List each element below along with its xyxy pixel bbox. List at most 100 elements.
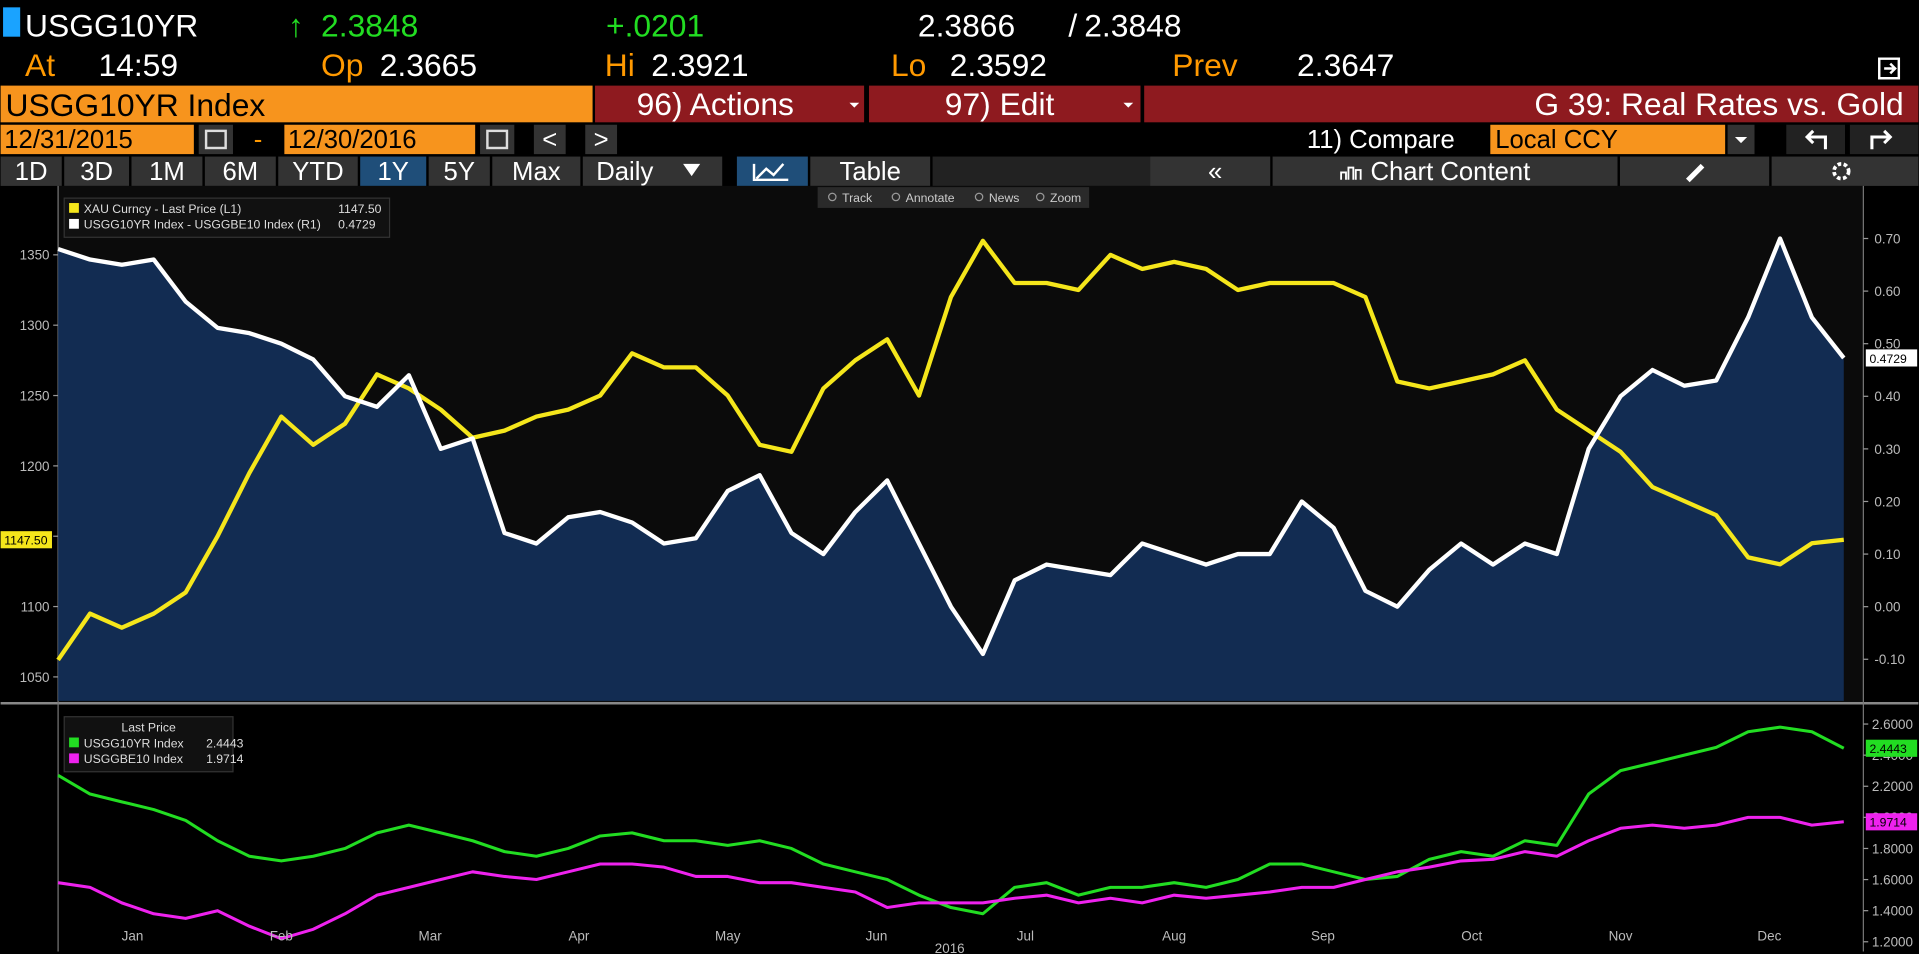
currency-field[interactable] [1490,124,1726,155]
series-line [57,725,1845,916]
period-tab[interactable] [204,156,276,186]
dropdown-caret [849,102,860,108]
period-label: YTD [292,158,343,186]
start-date: 12/31/2015 [4,126,133,154]
y2-tick-label: 0.40 [1874,389,1900,404]
bid: 2.3866 [918,8,1015,44]
separator: / [1068,8,1077,44]
period-tab[interactable] [64,156,130,186]
start-date-field[interactable] [0,124,194,155]
chart-content-button[interactable] [1272,156,1618,186]
tab-bar: 1D 3D 1M 6M YTD 1Y 5Y Max [0,156,581,186]
legend-swatch [69,753,79,764]
y-tick-label: 1.4000 [1872,904,1913,919]
open: 2.3665 [380,47,477,83]
label: Hi [605,47,635,83]
y-tick-label: 1100 [21,599,50,614]
period-label: 1D [15,158,48,186]
y-tick-label: 2.6000 [1872,717,1913,732]
x-tick-label: Apr [568,929,589,944]
security-bar[interactable] [0,85,593,123]
compare[interactable]: 11) Compare [1307,126,1455,154]
x-tick-label: May [715,929,741,944]
actions-menu[interactable] [595,85,865,123]
legend-box [63,197,391,238]
y2-tick-label: 0.30 [1874,442,1900,457]
area [58,238,1844,701]
tool-label[interactable]: Track [842,191,873,205]
period-label: 6M [222,158,258,186]
period-label: Max [512,158,561,186]
frequency-menu[interactable] [582,156,723,186]
period-tab[interactable] [360,156,427,186]
legend-swatch [69,218,79,229]
tool-label[interactable]: Zoom [1050,191,1081,205]
change: +.0201 [606,8,704,44]
tool-label[interactable]: Annotate [906,191,955,205]
arrow: ↑ [288,8,304,44]
calendar-button[interactable] [480,124,515,155]
back: < [542,126,557,154]
label: At [25,47,55,83]
legend-value: 2.4443 [206,736,244,750]
tool-label[interactable]: News [989,191,1020,205]
pencil-icon [1686,163,1705,183]
last-value-flag [0,531,52,549]
back-button[interactable] [533,124,566,155]
x-tick-label: Jan [122,929,144,944]
chart-view-button[interactable] [736,156,808,186]
legend-value: 1.9714 [206,752,244,766]
collapse-button[interactable] [1150,156,1271,186]
y-tick-label: 1300 [20,318,50,333]
y2-tick-label: 0.50 [1874,337,1900,352]
y-tick-label: 1.8000 [1872,841,1913,856]
x-tick-label: Jul [1017,929,1034,944]
calendar-icon [486,129,509,150]
y2-tick-label: 0.70 [1874,231,1900,246]
y-tick-label: 1050 [20,670,50,685]
x-tick-label: Sep [1311,929,1335,944]
legend-label: USGG10YR Index [84,736,184,750]
calendar-button[interactable] [198,124,233,155]
settings-button[interactable] [1771,156,1919,186]
x-tick-label: Oct [1461,929,1482,944]
x-tick-label: Dec [1757,929,1781,944]
last-value-flag [1865,813,1918,831]
period-tab[interactable] [0,156,62,186]
title-bar [1144,85,1919,123]
end-date: 12/30/2016 [288,126,417,154]
forward: > [594,126,609,154]
low: 2.3592 [950,47,1047,83]
tool-icon [974,192,984,202]
last-value: 2.4443 [1869,742,1907,756]
tools-bar [817,187,1090,208]
table-button[interactable] [810,156,931,186]
dropdown-caret [683,163,701,177]
undo-button[interactable] [1786,124,1846,155]
forward-button[interactable] [585,124,618,155]
period-tab[interactable] [428,156,490,186]
export-icon[interactable] [1878,57,1901,80]
y-tick-label: 1.6000 [1872,872,1913,887]
period-tab[interactable] [131,156,203,186]
actions: 96) Actions [637,86,794,122]
x-tick-label: Feb [270,929,293,944]
ask: 2.3848 [1084,8,1181,44]
redo-button[interactable] [1849,124,1919,155]
previous: 2.3647 [1297,47,1394,83]
legend-title: Last Price [121,720,176,734]
end-date-field[interactable] [284,124,476,155]
period-label: 5Y [444,158,475,186]
frequency: Daily [596,158,653,186]
content-icon [1340,166,1362,180]
y-tick-label: 1200 [20,459,50,474]
last-value: 1147.50 [4,534,47,548]
period-tab[interactable] [492,156,581,186]
y2-tick-label: 0.60 [1874,284,1900,299]
y2-tick-label: 0.00 [1874,600,1900,615]
edit-menu[interactable] [868,85,1141,123]
chart-icon [752,163,789,182]
period-tab[interactable] [278,156,358,186]
tool-icon [891,192,901,202]
